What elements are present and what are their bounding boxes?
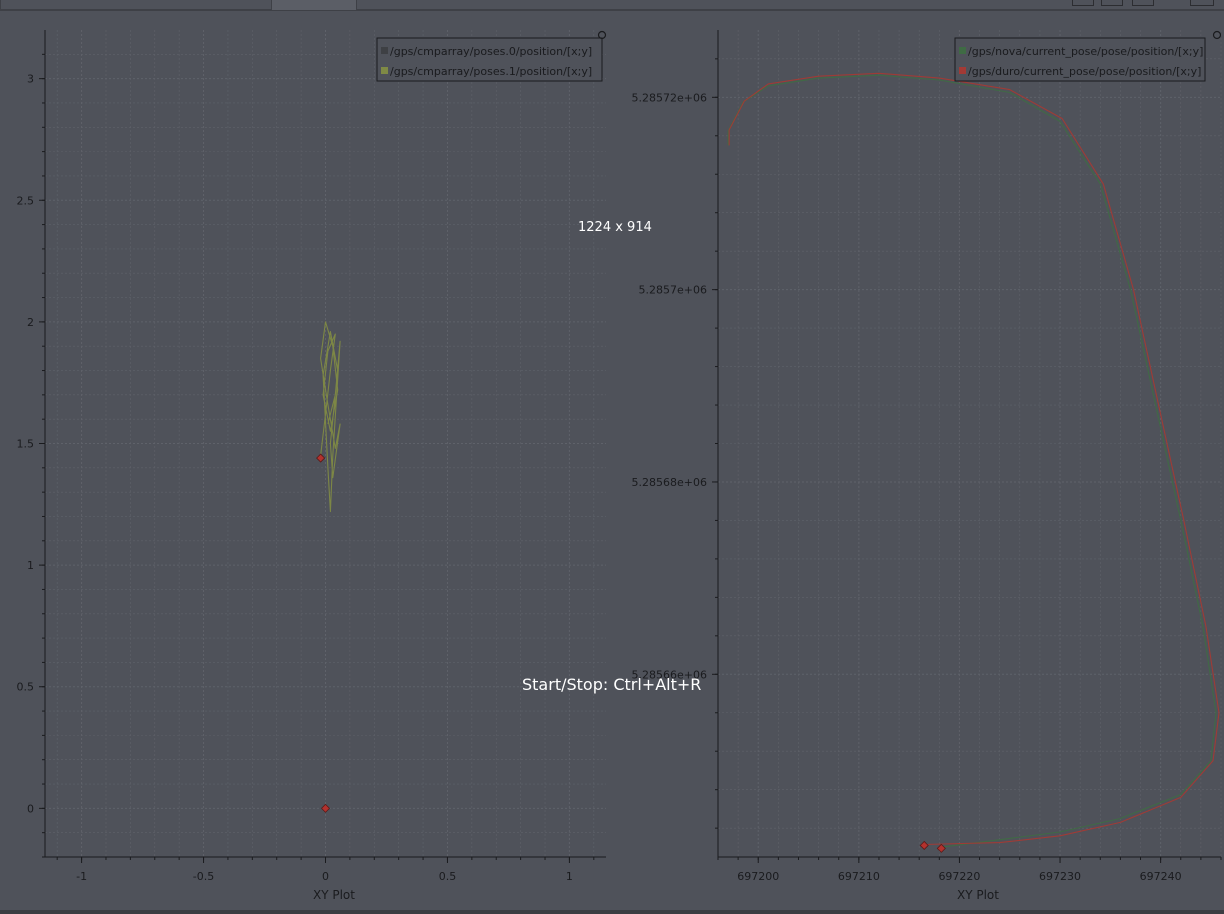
left-y-tick-label: 0 (27, 802, 34, 815)
right-x-tick-label: 697230 (1039, 870, 1081, 883)
left-y-tick-label: 2.5 (17, 194, 35, 207)
right-resize-handle (1212, 30, 1222, 40)
right-y-tick-label: 5.28572e+06 (632, 91, 707, 104)
left-series-1-line (320, 321, 341, 513)
left-x-tick-label: 0.5 (439, 870, 457, 883)
left-legend-swatch (381, 47, 388, 54)
left-legend-box (376, 37, 603, 82)
left-x-tick-label: 1 (566, 870, 573, 883)
right-marker (919, 840, 929, 851)
left-y-tick-label: 2 (27, 316, 34, 329)
left-marker (316, 453, 326, 463)
left-resize-handle (597, 30, 607, 40)
bottom-border (0, 910, 1224, 914)
right-x-axis-label: XY Plot (957, 888, 999, 902)
right-y-tick-label: 5.28568e+06 (632, 476, 707, 489)
left-y-tick-label: 1.5 (17, 438, 35, 451)
size-label: 1224 x 914 (578, 220, 652, 235)
right-legend-swatch (959, 67, 966, 74)
toolbar-strip (0, 0, 1224, 11)
right-x-tick-label: 697200 (737, 870, 779, 883)
right-legend-label: /gps/duro/current_pose/pose/position/[x;… (968, 65, 1201, 78)
right-y-tick-label: 5.28566e+06 (632, 668, 707, 681)
left-y-tick-label: 1 (27, 559, 34, 572)
right-legend-label: /gps/nova/current_pose/pose/position/[x;… (968, 45, 1203, 58)
right-y-tick-label: 5.2857e+06 (639, 284, 707, 297)
right-series-1-line (728, 72, 1220, 846)
record-hint: Start/Stop: Ctrl+Alt+R (522, 675, 702, 694)
tab-left[interactable] (0, 0, 272, 10)
left-x-tick-label: -1 (76, 870, 87, 883)
left-y-tick-label: 3 (27, 73, 34, 86)
right-series-0-line (727, 74, 1217, 848)
left-x-tick-label: 0 (322, 870, 329, 883)
left-chart: -1 -0.5 0 0.5 1 0 0.5 1 1.5 2 2.5 3 XY Plot/gps/cmpa… (17, 30, 607, 902)
right-x-tick-label: 697220 (938, 870, 980, 883)
left-x-axis-label: XY Plot (313, 888, 355, 902)
right-chart: 697200 697210 697220 697230 697240 5.28566e+0… (632, 30, 1222, 902)
tab-right[interactable] (356, 0, 1224, 10)
layout-button-2[interactable] (1101, 0, 1123, 6)
right-x-tick-label: 697210 (838, 870, 880, 883)
left-marker (320, 803, 331, 813)
left-legend-label: /gps/cmparray/poses.0/position/[x;y] (390, 45, 592, 58)
layout-button-1[interactable] (1072, 0, 1094, 6)
left-x-tick-label: -0.5 (193, 870, 214, 883)
right-legend-swatch (959, 47, 966, 54)
right-marker (936, 843, 946, 853)
right-x-tick-label: 697240 (1140, 870, 1182, 883)
layout-button-3[interactable] (1132, 0, 1154, 6)
right-legend-box (954, 37, 1206, 82)
layout-button-4[interactable] (1190, 0, 1214, 6)
left-legend-label: /gps/cmparray/poses.1/position/[x;y] (390, 65, 592, 78)
left-legend-swatch (381, 67, 388, 74)
left-y-tick-label: 0.5 (17, 681, 35, 694)
